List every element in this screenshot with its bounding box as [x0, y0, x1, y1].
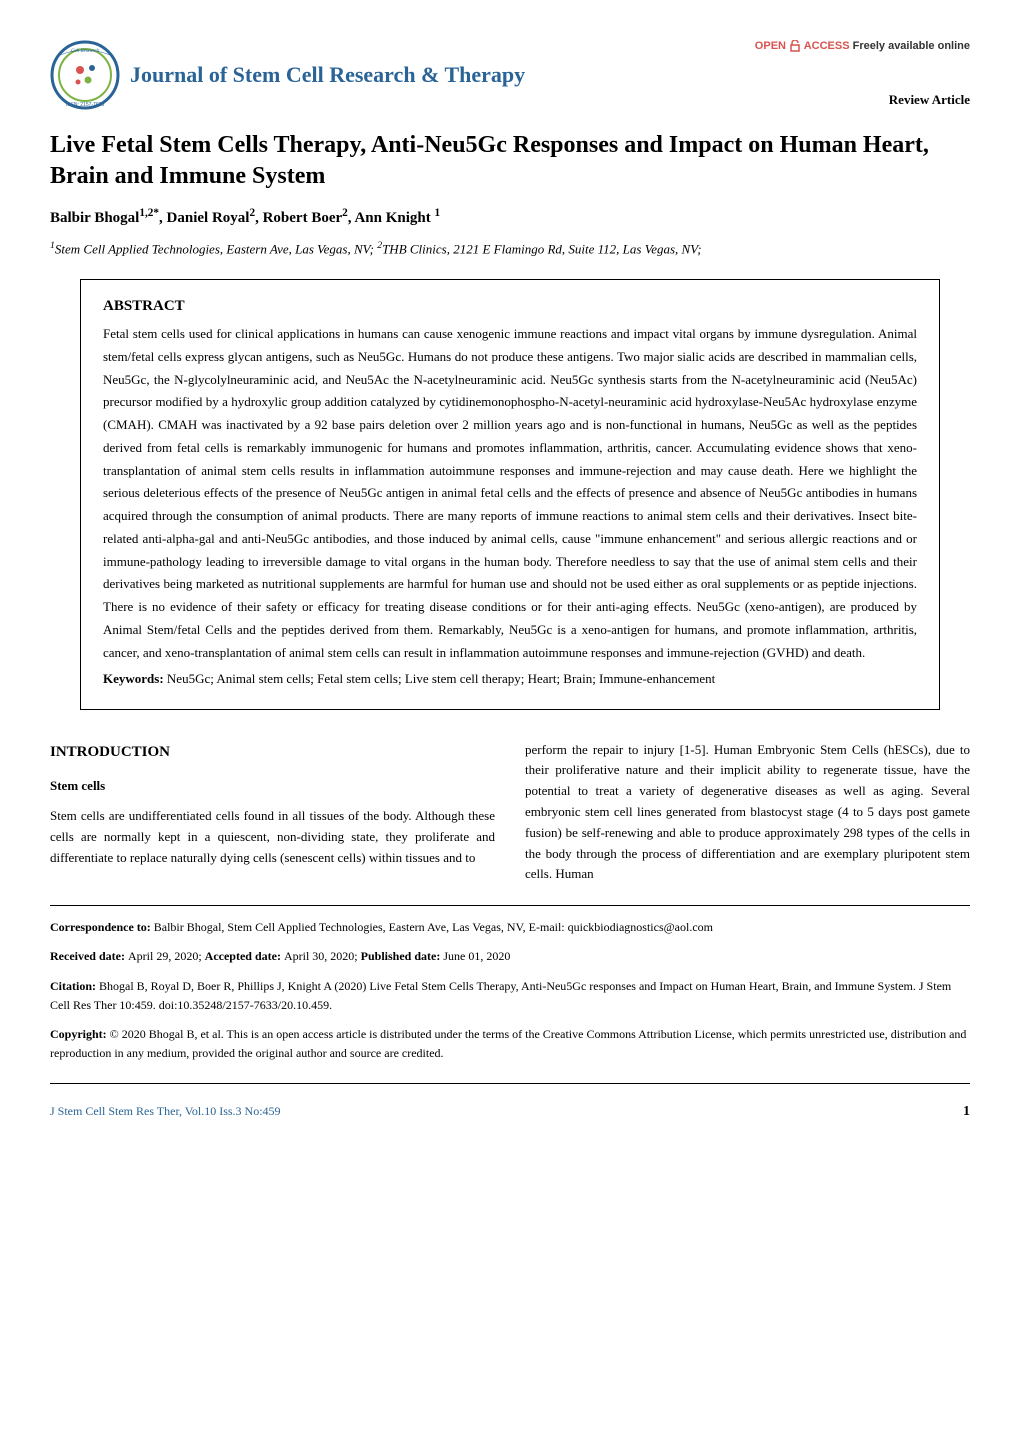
logo-section: ISSN: 2157-7633 Cell Research Journal of… — [50, 40, 525, 110]
keywords-text: Neu5Gc; Animal stem cells; Fetal stem ce… — [167, 671, 715, 686]
copyright-label: Copyright: — [50, 1027, 110, 1041]
received-date: April 29, 2020; — [128, 949, 205, 963]
authors: Balbir Bhogal1,2*, Daniel Royal2, Robert… — [50, 207, 970, 227]
author-3: , Robert Boer — [255, 210, 342, 226]
abstract-heading: ABSTRACT — [103, 298, 917, 315]
copyright-text: © 2020 Bhogal B, et al. This is an open … — [50, 1027, 966, 1060]
abstract-box: ABSTRACT Fetal stem cells used for clini… — [80, 279, 940, 709]
svg-text:Cell Research: Cell Research — [71, 49, 100, 54]
journal-ref: J Stem Cell Stem Res Ther, Vol.10 Iss.3 … — [50, 1104, 281, 1120]
citation-label: Citation: — [50, 979, 99, 993]
footer-divider-bottom — [50, 1083, 970, 1084]
aff-1-text: Stem Cell Applied Technologies, Eastern … — [55, 242, 377, 257]
accepted-label: Accepted date: — [205, 949, 284, 963]
access-label: ACCESS — [804, 40, 850, 52]
left-column: INTRODUCTION Stem cells Stem cells are u… — [50, 740, 495, 886]
published-label: Published date: — [361, 949, 444, 963]
author-1-sup: 1,2* — [139, 207, 159, 219]
citation-text: Bhogal B, Royal D, Boer R, Phillips J, K… — [50, 979, 951, 1012]
author-2: , Daniel Royal — [159, 210, 249, 226]
stemcells-subheading: Stem cells — [50, 776, 495, 797]
intro-heading: INTRODUCTION — [50, 740, 495, 764]
keywords-line: Keywords: Neu5Gc; Animal stem cells; Fet… — [103, 668, 917, 690]
intro-para-right: perform the repair to injury [1-5]. Huma… — [525, 740, 970, 886]
right-column: perform the repair to injury [1-5]. Huma… — [525, 740, 970, 886]
correspondence-label: Correspondence to: — [50, 920, 154, 934]
dates: Received date: April 29, 2020; Accepted … — [50, 947, 970, 966]
footer-divider-top — [50, 905, 970, 906]
header-right: OPEN ACCESS Freely available online Revi… — [755, 40, 970, 108]
page-header: ISSN: 2157-7633 Cell Research Journal of… — [50, 40, 970, 110]
open-access-badge: OPEN ACCESS Freely available online — [755, 40, 970, 52]
correspondence-text: Balbir Bhogal, Stem Cell Applied Technol… — [154, 920, 713, 934]
freely-available: Freely available online — [853, 40, 970, 52]
affiliations: 1Stem Cell Applied Technologies, Eastern… — [50, 239, 970, 259]
svg-text:ISSN: 2157-7633: ISSN: 2157-7633 — [66, 102, 105, 108]
article-type: Review Article — [755, 92, 970, 108]
accepted-date: April 30, 2020; — [284, 949, 361, 963]
lock-open-icon — [789, 40, 801, 52]
correspondence: Correspondence to: Balbir Bhogal, Stem C… — [50, 918, 970, 937]
author-4: , Ann Knight — [348, 210, 435, 226]
page-number: 1 — [963, 1104, 970, 1120]
journal-name: Journal of Stem Cell Research & Therapy — [130, 61, 525, 90]
abstract-text: Fetal stem cells used for clinical appli… — [103, 323, 917, 664]
author-4-sup: 1 — [434, 207, 440, 219]
article-title: Live Fetal Stem Cells Therapy, Anti-Neu5… — [50, 130, 970, 192]
received-label: Received date: — [50, 949, 128, 963]
intro-para-left: Stem cells are undifferentiated cells fo… — [50, 806, 495, 868]
page-footer: J Stem Cell Stem Res Ther, Vol.10 Iss.3 … — [50, 1104, 970, 1120]
aff-2-text: THB Clinics, 2121 E Flamingo Rd, Suite 1… — [382, 242, 701, 257]
author-1: Balbir Bhogal — [50, 210, 139, 226]
citation: Citation: Bhogal B, Royal D, Boer R, Phi… — [50, 977, 970, 1015]
keywords-label: Keywords: — [103, 671, 167, 686]
copyright: Copyright: © 2020 Bhogal B, et al. This … — [50, 1025, 970, 1063]
open-label: OPEN — [755, 40, 786, 52]
main-content: INTRODUCTION Stem cells Stem cells are u… — [50, 740, 970, 886]
published-date: June 01, 2020 — [443, 949, 510, 963]
journal-logo-icon: ISSN: 2157-7633 Cell Research — [50, 40, 120, 110]
